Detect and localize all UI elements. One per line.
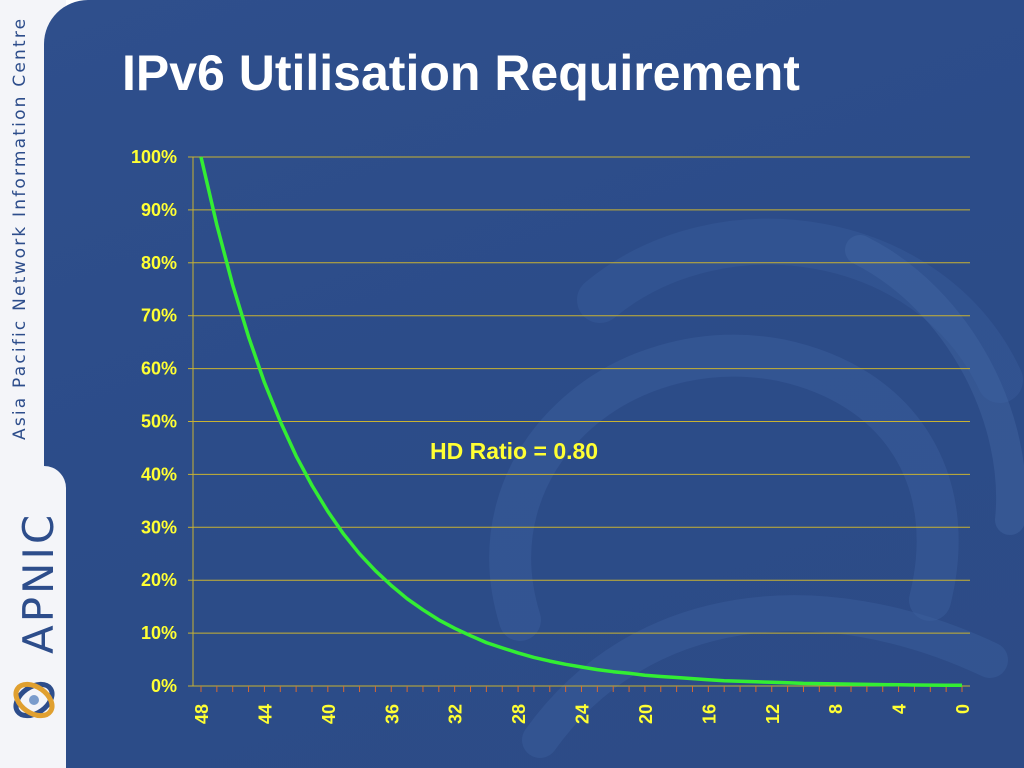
x-tick-label: 8 bbox=[826, 704, 846, 714]
y-tick-label: 10% bbox=[141, 623, 177, 643]
x-tick-label: 12 bbox=[763, 704, 783, 724]
y-tick-label: 90% bbox=[141, 200, 177, 220]
y-axis-ticks: 0% 10% 20% 30% 40% 50% 60% 70% 80% 90% 100% bbox=[131, 147, 193, 696]
y-tick-label: 40% bbox=[141, 464, 177, 484]
x-tick-label: 44 bbox=[255, 704, 275, 724]
y-tick-label: 100% bbox=[131, 147, 177, 167]
x-tick-label: 48 bbox=[192, 704, 212, 724]
x-tick-label: 16 bbox=[699, 704, 719, 724]
x-tick-label: 32 bbox=[446, 704, 466, 724]
y-tick-label: 30% bbox=[141, 517, 177, 537]
y-tick-label: 70% bbox=[141, 306, 177, 326]
apnic-logo-icon bbox=[13, 681, 55, 719]
x-axis-ticks: 48 44 40 36 32 28 24 20 16 12 8 4 0 bbox=[192, 686, 973, 724]
slide-title: IPv6 Utilisation Requirement bbox=[122, 45, 800, 101]
y-tick-label: 0% bbox=[151, 676, 177, 696]
x-tick-label: 24 bbox=[573, 704, 593, 724]
y-tick-label: 60% bbox=[141, 359, 177, 379]
x-tick-label: 36 bbox=[382, 704, 402, 724]
utilisation-curve bbox=[199, 156, 963, 688]
y-tick-label: 80% bbox=[141, 253, 177, 273]
x-tick-label: 0 bbox=[953, 704, 973, 714]
y-tick-label: 50% bbox=[141, 412, 177, 432]
hd-ratio-annotation: HD Ratio = 0.80 bbox=[430, 438, 598, 464]
chart-gridlines bbox=[193, 156, 970, 634]
chart-series bbox=[199, 156, 963, 688]
x-tick-label: 20 bbox=[636, 704, 656, 724]
x-tick-label: 28 bbox=[509, 704, 529, 724]
y-tick-label: 20% bbox=[141, 570, 177, 590]
x-tick-label: 4 bbox=[890, 704, 910, 714]
x-tick-label: 40 bbox=[319, 704, 339, 724]
